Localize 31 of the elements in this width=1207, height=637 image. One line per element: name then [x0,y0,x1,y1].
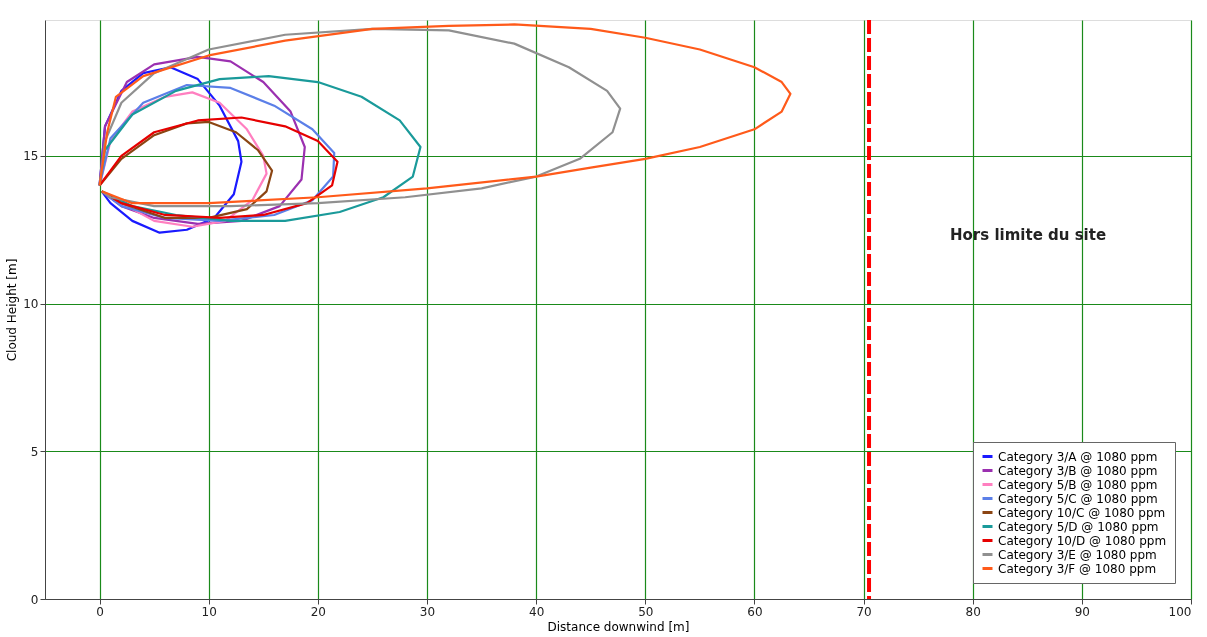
y-axis-title: Cloud Height [m] [5,258,20,362]
x-tick-label: 60 [747,604,763,619]
x-tick-label: 30 [419,604,436,619]
x-tick-label: 20 [310,604,326,619]
legend-label: Category 10/D @ 1080 ppm [998,533,1167,548]
x-tick-label: 0 [96,604,104,619]
legend-label: Category 10/C @ 1080 ppm [998,505,1166,520]
line-series [98,23,792,205]
x-axis-title: Distance downwind [m] [547,619,690,634]
legend-label: Category 5/D @ 1080 ppm [998,519,1159,534]
legend-label: Category 3/B @ 1080 ppm [998,463,1158,478]
line-series [98,116,339,220]
line-series [98,83,336,222]
line-series [98,27,622,208]
x-tick-label: 70 [856,604,872,619]
legend-label: Category 3/A @ 1080 ppm [998,449,1158,464]
x-tick-label: 40 [529,604,545,619]
legend-label: Category 3/F @ 1080 ppm [998,561,1157,576]
legend-label: Category 3/E @ 1080 ppm [998,547,1157,562]
y-tick-label: 0 [30,592,39,607]
legend-label: Category 5/C @ 1080 ppm [998,491,1158,506]
x-tick-label: 90 [1074,604,1090,619]
y-tick-label: 15 [23,149,39,164]
line-series [98,55,306,225]
x-tick-label: 80 [965,604,981,619]
x-tick-label: 50 [638,604,654,619]
x-tick-label: 10 [201,604,217,619]
y-tick-label: 10 [23,297,39,312]
y-tick-label: 5 [30,444,39,459]
x-tick-label: 100 [1168,604,1192,619]
legend-label: Category 5/B @ 1080 ppm [998,477,1158,492]
